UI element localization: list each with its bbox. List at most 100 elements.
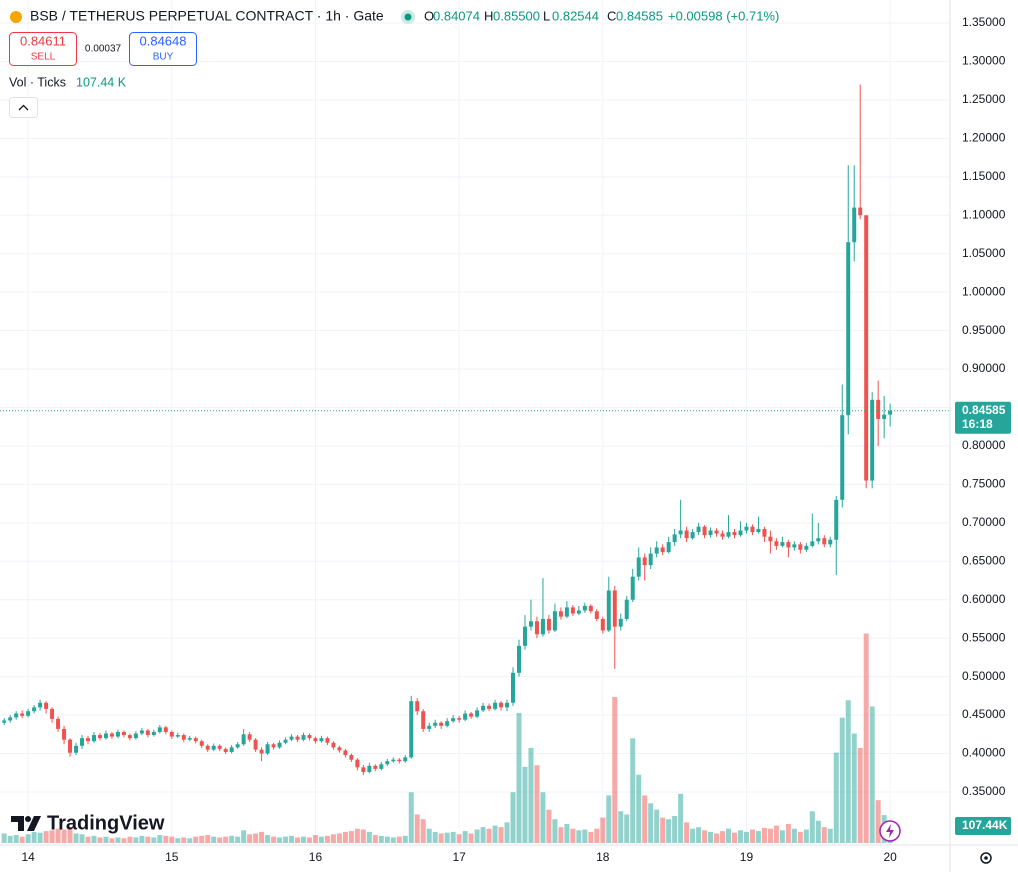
- buy-price[interactable]: 0.84648: [140, 33, 187, 48]
- buy-box[interactable]: [129, 32, 197, 66]
- candle-body: [223, 748, 228, 752]
- candle-body: [343, 750, 348, 756]
- candle-body: [205, 745, 210, 750]
- axes: 1.35000 1.30000 1.25000 1.20000 1.15000 1.100…: [21, 15, 1011, 864]
- volume-bar: [875, 800, 881, 843]
- ohlc-key: C: [607, 8, 616, 23]
- volume-bar: [247, 834, 253, 843]
- volume-bar: [606, 795, 612, 843]
- candle-body: [816, 538, 821, 542]
- candle-body: [546, 618, 551, 631]
- volume-bar: [360, 829, 366, 843]
- volume-bar: [540, 792, 546, 843]
- volume-bar: [109, 838, 115, 843]
- volume-bar: [25, 834, 31, 843]
- volume-bar: [37, 832, 43, 843]
- volume-bar: [642, 795, 648, 843]
- sell-box[interactable]: [9, 32, 77, 66]
- candle-body: [882, 414, 887, 420]
- candle-body: [540, 618, 545, 635]
- candle-body: [481, 705, 486, 711]
- volume-bar: [289, 835, 295, 843]
- volume-bar: [49, 830, 55, 843]
- candle-body: [708, 530, 713, 536]
- sell-price[interactable]: 0.84611: [20, 33, 66, 48]
- grid: [0, 0, 950, 845]
- volume-bar: [486, 828, 492, 843]
- volume-bar: [510, 792, 516, 843]
- volume-bar: [336, 833, 342, 843]
- buy-label[interactable]: BUY: [153, 52, 174, 63]
- candle-body: [241, 734, 246, 745]
- candle-body: [612, 590, 617, 627]
- candle-body: [714, 530, 719, 534]
- candle-body: [367, 765, 372, 772]
- sell-label[interactable]: SELL: [31, 52, 56, 63]
- volume-bar: [271, 836, 277, 843]
- candle-body: [253, 739, 258, 750]
- volume-bar: [175, 838, 181, 843]
- volume-bar: [666, 819, 672, 843]
- replay-button[interactable]: [879, 820, 901, 842]
- candle-body: [409, 701, 414, 758]
- volume-bar: [79, 834, 85, 843]
- x-tick-label: 16: [309, 850, 323, 864]
- settings-button[interactable]: [980, 852, 992, 864]
- volume-bar: [498, 827, 504, 843]
- symbol-title: BSB / TETHERUS PERPETUAL CONTRACT · 1h ·…: [30, 8, 384, 24]
- volume-bar: [708, 831, 714, 843]
- volume-bar: [690, 828, 696, 843]
- volume-bar: [366, 831, 372, 843]
- volume-bar: [408, 792, 414, 843]
- ohlc-value: 0.85500: [493, 8, 540, 23]
- candle-body: [522, 626, 527, 646]
- volume-bar: [318, 836, 324, 843]
- candle-body: [528, 621, 533, 627]
- x-tick-label: 18: [596, 850, 610, 864]
- volume-bar: [480, 827, 486, 843]
- candle-body: [624, 599, 629, 619]
- volume-bar: [378, 835, 384, 843]
- candle-body: [576, 610, 581, 614]
- volume-bar: [803, 829, 809, 843]
- collapse-button[interactable]: [9, 97, 38, 118]
- candle-body: [720, 533, 725, 537]
- volume-bar: [564, 823, 570, 843]
- candle-body: [876, 399, 881, 420]
- volume-bar: [552, 819, 558, 843]
- candle-body: [349, 755, 354, 760]
- gear[interactable]: [980, 852, 992, 864]
- chevron-up[interactable]: [18, 104, 29, 111]
- candle-body: [888, 410, 893, 415]
- lightning[interactable]: [886, 824, 894, 838]
- volume-bar: [193, 836, 199, 843]
- volume-bar: [390, 837, 396, 843]
- candle-body: [313, 738, 318, 742]
- volume-bar: [187, 838, 193, 843]
- volume-bar: [516, 712, 522, 843]
- candle-body: [121, 731, 126, 736]
- candle-body: [804, 545, 809, 550]
- y-tick-label: 0.90000: [962, 361, 1006, 375]
- volume-bar: [432, 831, 438, 843]
- candle-body: [235, 744, 240, 748]
- y-tick-label: 0.35000: [962, 784, 1006, 798]
- volume-bar: [402, 835, 408, 843]
- volume-bar: [785, 823, 791, 843]
- volume-bar: [1, 833, 7, 843]
- sell-button[interactable]: 0.84611 SELL: [9, 32, 77, 66]
- candle-body: [247, 734, 252, 740]
- candle-body: [493, 702, 498, 709]
- gear-hub[interactable]: [984, 856, 988, 860]
- collapse-box[interactable]: [9, 97, 38, 118]
- volume-bar: [767, 828, 773, 843]
- candle-body: [127, 735, 132, 739]
- y-tick-label: 0.70000: [962, 515, 1006, 529]
- candle-body: [451, 718, 456, 722]
- candle-body: [696, 526, 701, 533]
- candle-body: [564, 607, 569, 617]
- spread: 0.00037: [85, 44, 122, 55]
- buy-button[interactable]: 0.84648 BUY: [129, 32, 197, 66]
- y-tick-label: 0.80000: [962, 438, 1006, 452]
- candle-body: [463, 713, 468, 720]
